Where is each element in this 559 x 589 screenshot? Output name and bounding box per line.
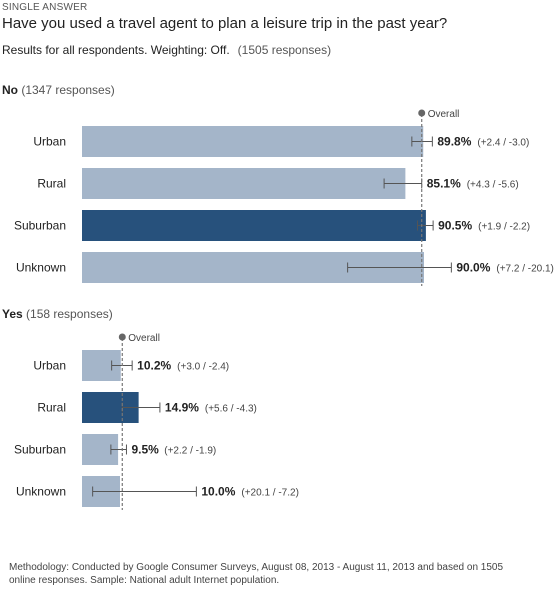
overall-marker (118, 333, 126, 341)
error-label: (+1.9 / -2.2) (478, 222, 530, 233)
category-label: Unknown (16, 485, 66, 499)
category-label: Suburban (14, 443, 66, 457)
error-label: (+20.1 / -7.2) (241, 488, 299, 499)
results-summary: Results for all respondents. Weighting: … (2, 43, 331, 57)
category-label: Rural (37, 177, 66, 191)
panel-no-subtitle: (1347 responses) (18, 83, 115, 97)
value-label: 10.2% (137, 359, 171, 373)
panel-no-title: No (2, 83, 18, 97)
category-label: Unknown (16, 261, 66, 275)
results-text: Results for all respondents. Weighting: … (2, 43, 230, 57)
category-label: Rural (37, 401, 66, 415)
value-label: 89.8% (437, 135, 471, 149)
error-label: (+3.0 / -2.4) (177, 362, 229, 373)
panel-no-heading: No (1347 responses) (2, 83, 115, 97)
category-label: Urban (33, 135, 66, 149)
error-label: (+4.3 / -5.6) (467, 180, 519, 191)
value-label: 9.5% (131, 443, 159, 457)
question-type: SINGLE ANSWER (2, 2, 88, 13)
value-label: 90.5% (438, 219, 472, 233)
value-label: 85.1% (427, 177, 461, 191)
bar (82, 126, 424, 157)
error-label: (+2.4 / -3.0) (477, 138, 529, 149)
results-chart: No (1347 responses) Urban 89.8% (+2.4 / -3.… (2, 83, 554, 510)
error-label: (+5.6 / -4.3) (205, 404, 257, 415)
bar (82, 168, 406, 199)
overall-marker (418, 109, 426, 117)
bar (82, 210, 426, 241)
question-title: Have you used a travel agent to plan a l… (2, 15, 448, 32)
value-label: 10.0% (201, 485, 235, 499)
overall-label: Overall (128, 333, 160, 344)
panel-yes-subtitle: (158 responses) (23, 307, 113, 321)
value-label: 90.0% (456, 261, 490, 275)
error-label: (+7.2 / -20.1) (496, 264, 554, 275)
category-label: Suburban (14, 219, 66, 233)
overall-label: Overall (428, 109, 460, 120)
panel-yes-heading: Yes (158 responses) (2, 307, 113, 321)
total-responses: (1505 responses) (237, 43, 332, 57)
category-label: Urban (33, 359, 66, 373)
methodology-note: Methodology: Conducted by Google Consume… (9, 562, 504, 586)
value-label: 14.9% (165, 401, 199, 415)
panel-yes-title: Yes (2, 307, 23, 321)
error-label: (+2.2 / -1.9) (164, 446, 216, 457)
